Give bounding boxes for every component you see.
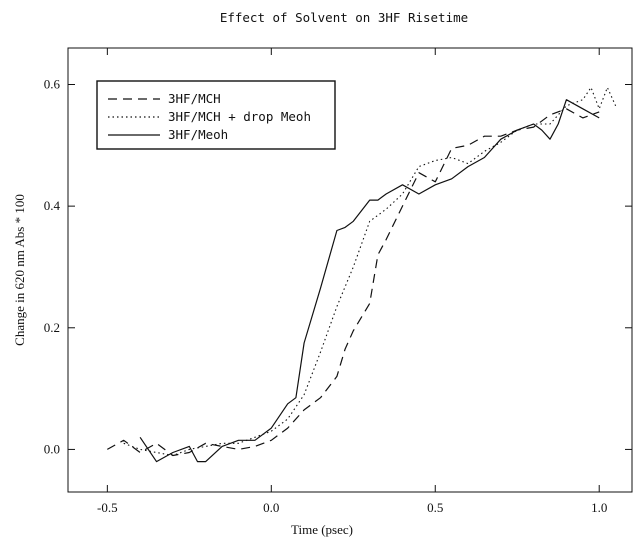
y-tick-label: 0.0 <box>44 441 60 456</box>
series-line-2 <box>123 86 617 457</box>
legend-label: 3HF/Meoh <box>168 127 228 142</box>
x-tick-label: 0.5 <box>427 500 443 515</box>
x-tick-label: 1.0 <box>591 500 607 515</box>
legend-box <box>96 80 336 150</box>
x-tick-label: 0.0 <box>263 500 279 515</box>
y-axis-label: Change in 620 nm Abs * 100 <box>12 194 27 346</box>
x-axis: -0.5 0.0 0.5 1.0 <box>97 48 607 515</box>
x-tick-label: -0.5 <box>97 500 118 515</box>
series-line-3 <box>139 99 600 463</box>
legend: 3HF/MCH 3HF/MCH + drop Meoh 3HF/Meoh <box>96 80 336 150</box>
legend-label: 3HF/MCH + drop Meoh <box>168 109 311 124</box>
plot-frame <box>67 47 633 493</box>
series-line-1 <box>107 108 600 457</box>
x-axis-label: Time (psec) <box>291 522 353 537</box>
series-layer <box>107 86 617 463</box>
y-tick-label: 0.6 <box>44 76 61 91</box>
legend-label: 3HF/MCH <box>168 91 221 106</box>
y-tick-label: 0.4 <box>44 198 61 213</box>
y-tick-label: 0.2 <box>44 320 60 335</box>
chart-title: Effect of Solvent on 3HF Risetime <box>220 10 468 25</box>
y-axis: 0.0 0.2 0.4 0.6 <box>44 76 632 456</box>
